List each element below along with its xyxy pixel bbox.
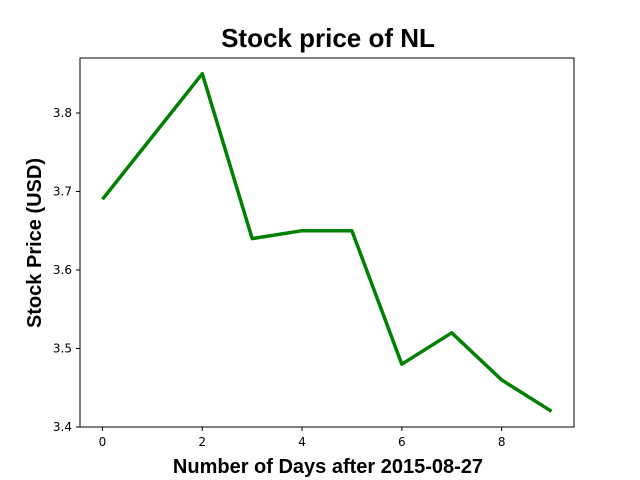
plot-frame bbox=[79, 57, 575, 428]
chart-title: Stock price of NL bbox=[221, 23, 435, 53]
y-tick-label: 3.7 bbox=[53, 184, 72, 198]
x-tick-label: 4 bbox=[298, 435, 306, 449]
x-tick-label: 2 bbox=[198, 435, 206, 449]
axis-ticks: 0 2 4 6 8 3.4 3.5 3.6 3.7 3.8 bbox=[53, 106, 506, 449]
y-axis-label: Stock Price (USD) bbox=[24, 158, 46, 328]
x-tick-label: 0 bbox=[99, 435, 107, 449]
series-line bbox=[101, 71, 553, 413]
y-tick-label: 3.5 bbox=[53, 341, 72, 355]
x-axis-label: Number of Days after 2015-08-27 bbox=[173, 456, 483, 478]
x-tick-label: 6 bbox=[398, 435, 406, 449]
y-tick-label: 3.4 bbox=[53, 420, 72, 434]
x-tick-label: 8 bbox=[498, 435, 506, 449]
y-tick-label: 3.8 bbox=[53, 106, 72, 120]
y-tick-label: 3.6 bbox=[53, 263, 72, 277]
